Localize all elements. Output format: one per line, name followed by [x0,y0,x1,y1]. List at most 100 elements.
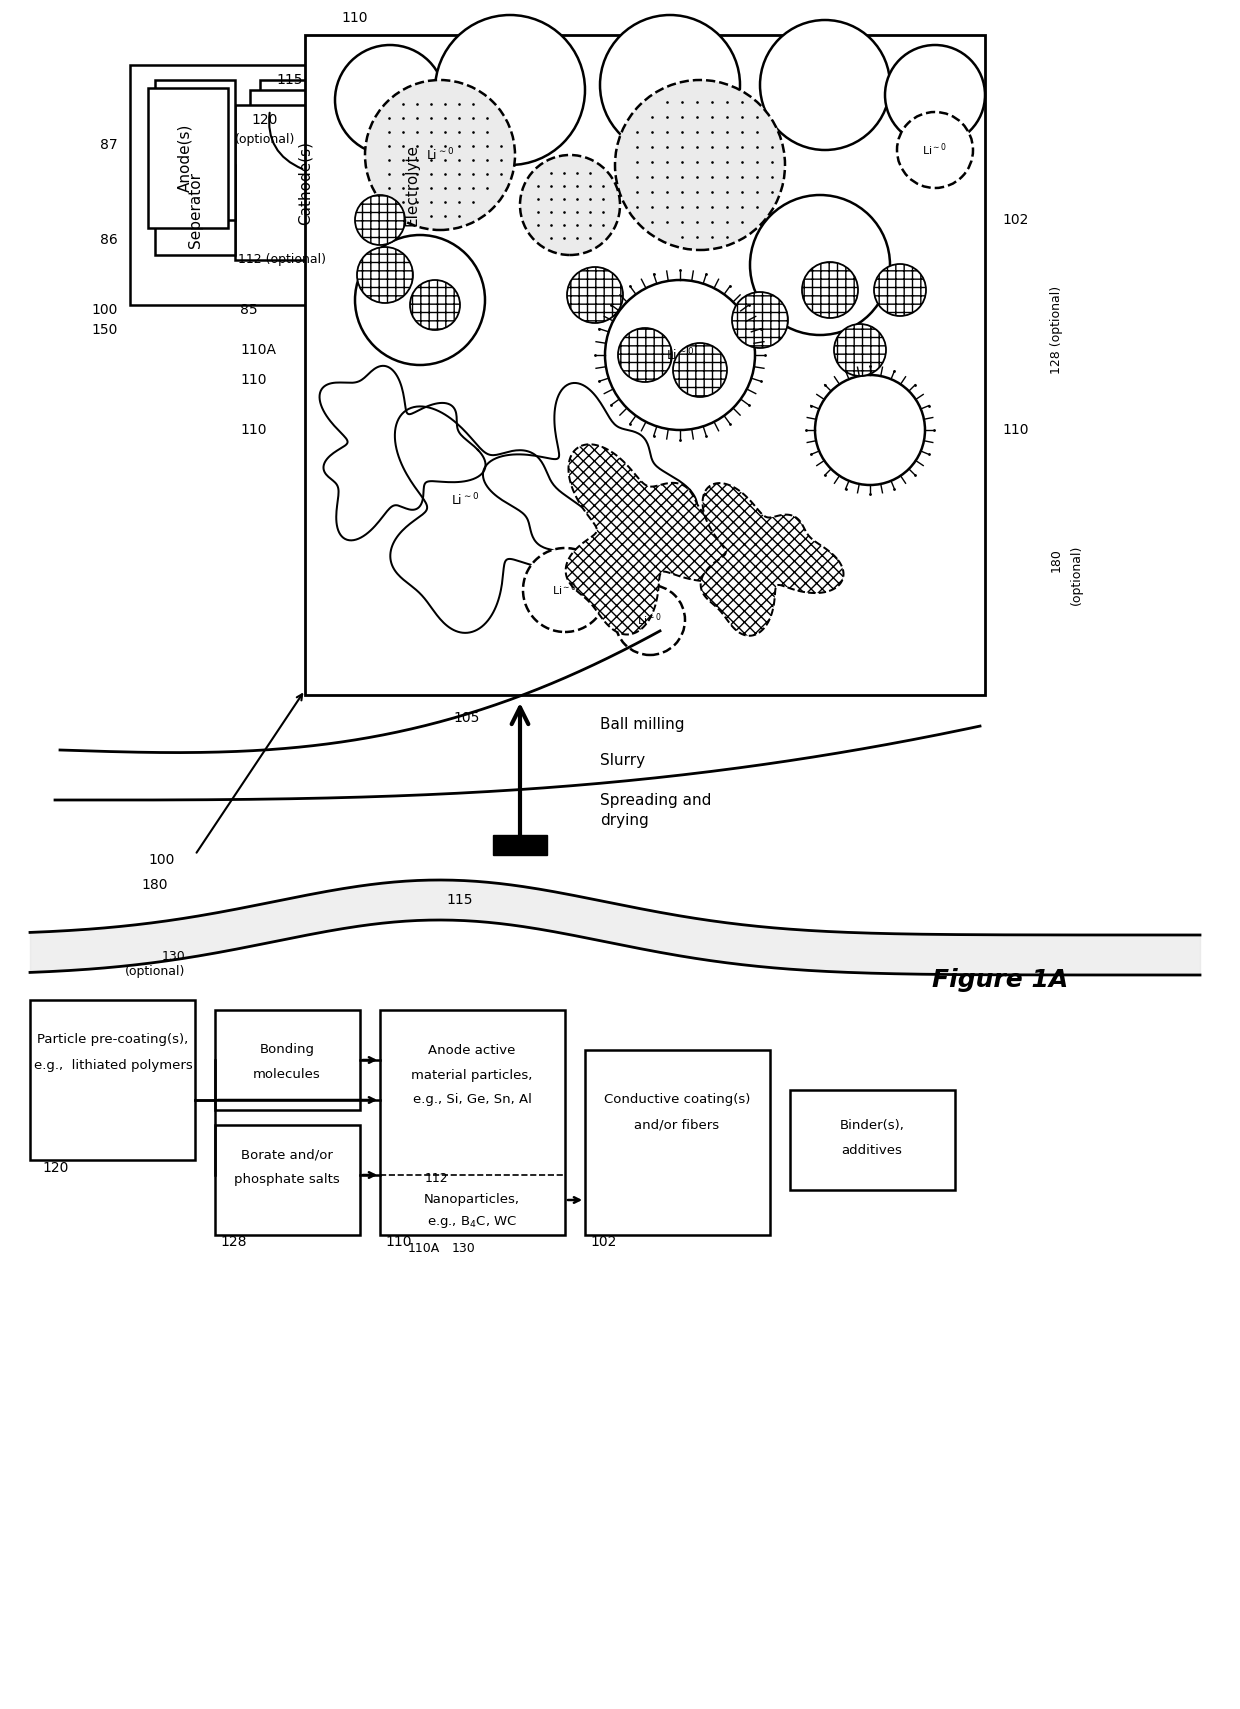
Text: 112 (optional): 112 (optional) [238,253,326,267]
Bar [305,34,985,696]
Circle shape [760,21,890,150]
Circle shape [355,195,405,244]
Text: additives: additives [842,1143,903,1157]
Text: 102: 102 [1002,214,1028,227]
Text: Li$^{\sim 0}$: Li$^{\sim 0}$ [637,612,662,629]
Text: 110: 110 [342,10,368,26]
Text: 100: 100 [149,853,175,866]
Text: 120: 120 [42,1160,68,1176]
Bar [215,1125,360,1236]
Text: e.g., B$_4$C, WC: e.g., B$_4$C, WC [427,1213,517,1230]
Text: 128: 128 [219,1236,247,1249]
Circle shape [815,374,925,485]
Text: Nanoparticles,: Nanoparticles, [424,1193,520,1207]
Circle shape [618,328,672,383]
Bar [236,104,374,260]
Text: Electrolyte: Electrolyte [404,144,419,226]
Text: Li$^{\sim 0}$: Li$^{\sim 0}$ [425,147,454,164]
Text: Bonding: Bonding [259,1044,315,1056]
Text: Li$^{\sim 0}$: Li$^{\sim 0}$ [451,492,479,508]
Text: 110: 110 [241,373,267,386]
Text: 110A: 110A [241,344,277,357]
Text: 180: 180 [1050,549,1063,573]
Circle shape [802,261,858,318]
Text: and/or fibers: and/or fibers [635,1118,719,1131]
Text: Slurry: Slurry [600,752,645,767]
Text: drying: drying [600,812,649,827]
Circle shape [835,325,887,376]
Text: 180: 180 [141,878,169,892]
Text: 110A: 110A [408,1241,440,1254]
Circle shape [885,44,985,145]
Polygon shape [565,444,744,634]
Text: (optional): (optional) [1070,545,1083,605]
Text: e.g., Si, Ge, Sn, Al: e.g., Si, Ge, Sn, Al [413,1094,532,1106]
Bar [148,87,228,227]
Polygon shape [320,366,486,540]
Circle shape [732,292,787,349]
Text: 110: 110 [384,1236,412,1249]
Text: Seperator: Seperator [187,173,202,248]
Text: 85: 85 [241,302,258,316]
Text: phosphate salts: phosphate salts [234,1174,340,1186]
Text: Cathode(s): Cathode(s) [298,142,312,226]
Circle shape [523,549,608,632]
Circle shape [673,344,727,396]
Text: Li$^{\sim 0}$: Li$^{\sim 0}$ [666,347,694,364]
Bar [30,1000,195,1160]
Polygon shape [482,383,697,596]
Bar [585,1049,770,1236]
Bar [130,65,430,304]
Circle shape [365,80,515,231]
Text: Figure 1A: Figure 1A [932,967,1068,991]
Text: 102: 102 [590,1236,616,1249]
Text: Li$^{\sim 0}$: Li$^{\sim 0}$ [552,581,578,598]
Text: Particle pre-coating(s),: Particle pre-coating(s), [37,1034,188,1046]
Polygon shape [701,484,843,636]
Text: (optional): (optional) [234,133,295,147]
Text: Anode active: Anode active [428,1044,516,1056]
Polygon shape [391,407,604,632]
Text: 130
(optional): 130 (optional) [125,950,185,978]
Text: Binder(s),: Binder(s), [839,1118,904,1131]
Text: 115: 115 [446,894,474,907]
Bar [155,166,236,255]
Text: 120: 120 [252,113,278,126]
Text: e.g.,  lithiated polymers: e.g., lithiated polymers [33,1058,192,1072]
Text: 115: 115 [277,73,304,87]
Text: 86: 86 [100,232,118,248]
Bar [260,80,401,236]
Bar [155,80,236,220]
Text: 150: 150 [92,323,118,337]
Text: 105: 105 [454,711,480,725]
Text: Anode(s): Anode(s) [177,123,192,191]
Circle shape [605,280,755,431]
Text: Borate and/or: Borate and/or [241,1148,332,1162]
Text: material particles,: material particles, [412,1068,533,1082]
Bar [790,1090,955,1189]
Text: 110: 110 [1002,424,1028,438]
Bar [494,836,547,854]
Text: 130: 130 [453,1241,476,1254]
Circle shape [567,267,622,323]
Circle shape [615,80,785,250]
Circle shape [335,44,445,156]
Circle shape [874,263,926,316]
Bar [379,1010,565,1236]
Circle shape [410,280,460,330]
Circle shape [750,195,890,335]
Text: Spreading and: Spreading and [600,793,712,807]
Text: 128 (optional): 128 (optional) [1050,285,1063,374]
Bar [215,1010,360,1111]
Bar [250,91,391,244]
Circle shape [615,584,684,655]
Text: molecules: molecules [253,1068,321,1082]
Circle shape [435,15,585,166]
Text: 100: 100 [92,302,118,316]
Circle shape [600,15,740,156]
Circle shape [357,248,413,302]
Circle shape [355,236,485,366]
Text: 110: 110 [241,424,267,438]
Text: 112: 112 [424,1171,448,1184]
Circle shape [897,113,973,188]
